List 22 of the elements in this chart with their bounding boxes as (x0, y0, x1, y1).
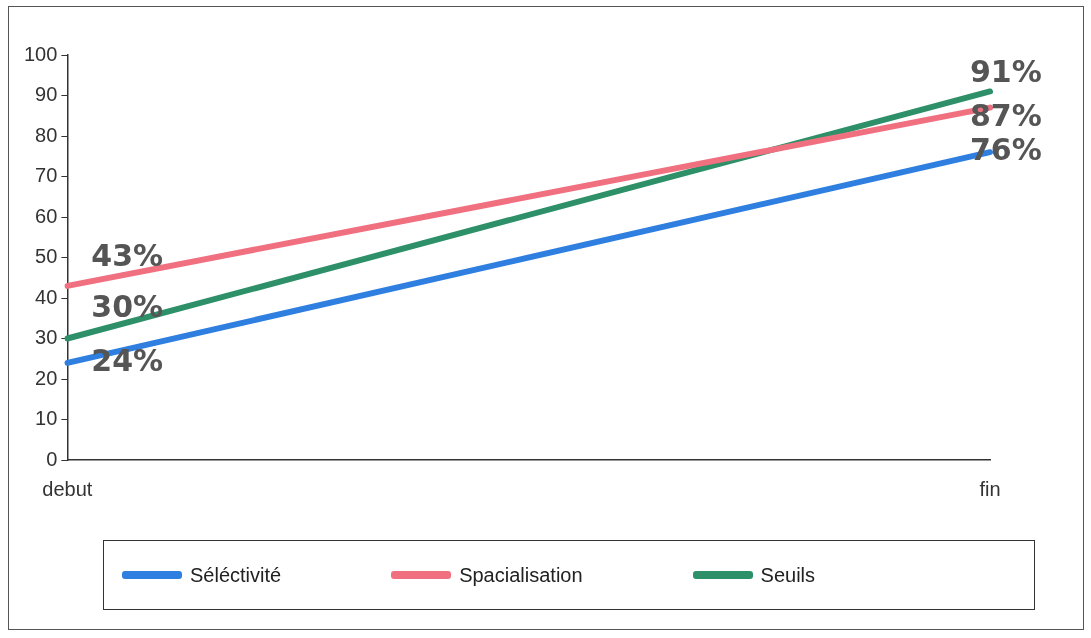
y-tick-label: 10 (35, 407, 58, 430)
y-tick-label: 60 (35, 204, 58, 227)
y-tick-label: 80 (35, 123, 58, 146)
legend-label: Spacialisation (459, 563, 583, 587)
y-tick-label: 20 (35, 366, 58, 389)
y-tick-label: 40 (35, 285, 58, 308)
y-tick-label: 30 (35, 326, 58, 349)
legend-label: Seuils (760, 563, 816, 587)
data-label: 87% (970, 98, 1042, 134)
x-tick-label: fin (979, 477, 1001, 500)
y-tick-label: 70 (35, 164, 58, 187)
y-tick-label: 100 (23, 42, 58, 65)
data-label: 24% (91, 342, 164, 378)
data-label: 91% (970, 54, 1042, 90)
data-label: 30% (91, 289, 164, 325)
y-tick-label: 50 (35, 245, 58, 268)
y-tick-label: 90 (35, 83, 58, 106)
data-label: 43% (91, 237, 164, 273)
legend-label: Séléctivité (190, 563, 282, 587)
x-tick-label: debut (42, 477, 93, 500)
y-tick-label: 0 (46, 447, 58, 470)
data-label: 76% (970, 132, 1042, 167)
